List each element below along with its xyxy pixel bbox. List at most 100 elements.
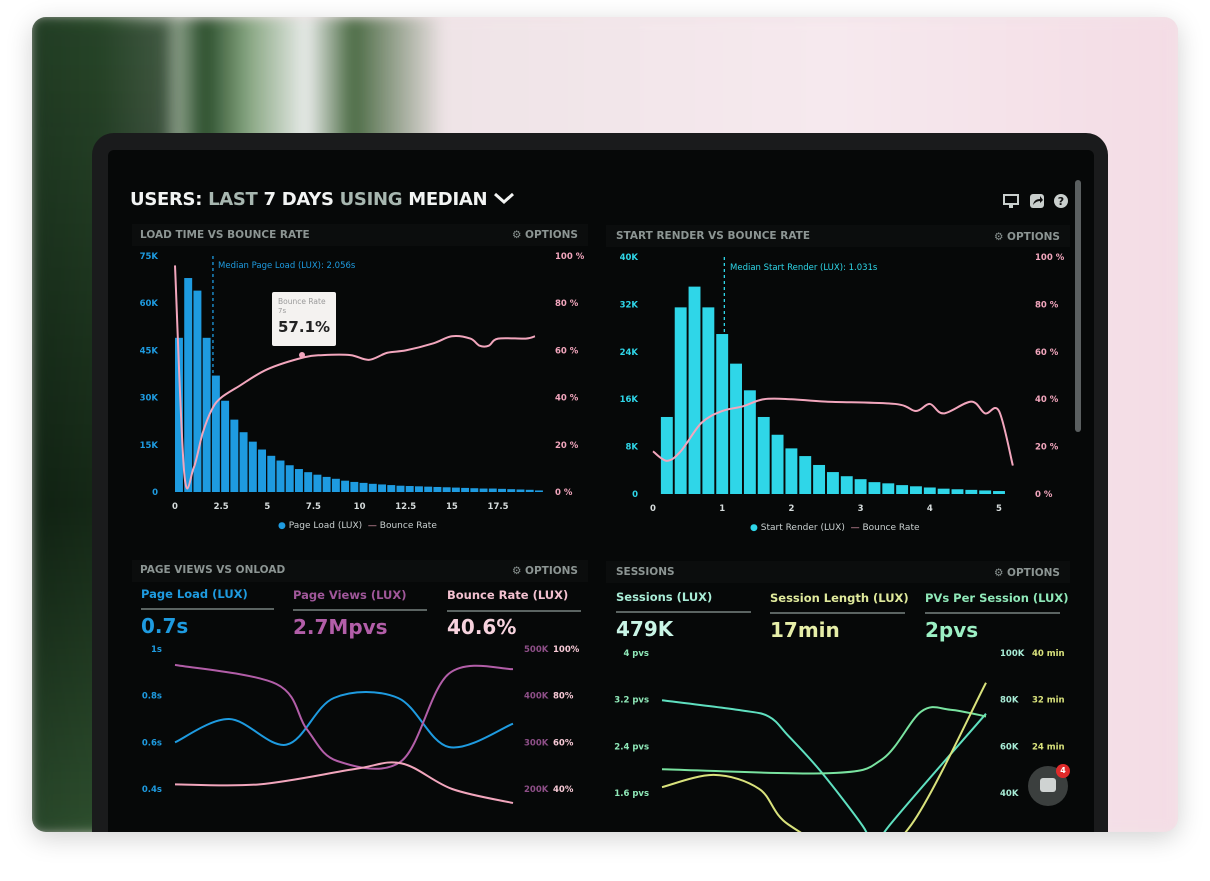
series-line <box>174 663 514 770</box>
x-tick-label: 2 <box>788 504 794 514</box>
y2-tick-label: 20 % <box>1035 443 1059 453</box>
notification-badge: 4 <box>1056 764 1070 778</box>
y-tick-label: 0.8s <box>142 692 162 702</box>
y-tick-label: 24K <box>620 348 639 358</box>
tooltip-value: 57.1% <box>278 318 331 336</box>
options-button[interactable]: ⚙ OPTIONS <box>993 567 1060 579</box>
kpi-label: Sessions (LUX) <box>616 590 713 604</box>
histogram-bar <box>331 478 340 492</box>
series-line <box>661 682 987 832</box>
options-label: OPTIONS <box>1007 567 1060 579</box>
histogram-bar <box>799 456 812 494</box>
y3-tick-label: 60% <box>553 738 574 748</box>
legend-load-time: ● Page Load (LUX) — Bounce Rate <box>278 521 437 531</box>
series-line <box>174 691 514 749</box>
options-label: OPTIONS <box>525 229 578 241</box>
kpi-value: 2pvs <box>925 618 979 642</box>
legend-item: Bounce Rate <box>862 523 920 533</box>
histogram-bar <box>937 488 950 494</box>
monitor-icon[interactable] <box>1003 193 1019 209</box>
panel-header-load-time: LOAD TIME VS BOUNCE RATE ⚙ OPTIONS <box>132 224 588 246</box>
chevron-down-icon[interactable] <box>493 191 515 205</box>
help-icon[interactable]: ? <box>1053 193 1069 209</box>
y-tick-label: 4 pvs <box>623 649 649 659</box>
histogram-bar <box>424 486 433 492</box>
options-button[interactable]: ⚙ OPTIONS <box>511 565 578 577</box>
chat-icon <box>1040 778 1056 792</box>
y-tick-label: 16K <box>620 395 639 405</box>
histogram-bar <box>313 474 322 492</box>
histogram-bar <box>451 487 460 492</box>
y2-tick-label: 200K <box>524 785 549 795</box>
histogram-bar <box>923 487 936 494</box>
histogram-bar <box>396 485 405 492</box>
share-icon[interactable] <box>1029 193 1045 209</box>
panel-header-sessions: SESSIONS ⚙ OPTIONS <box>606 561 1070 583</box>
y3-tick-label: 40 min <box>1032 649 1065 659</box>
histogram-bar <box>702 307 715 494</box>
y-tick-label: 8K <box>625 443 638 453</box>
y-tick-label: 45K <box>140 346 159 356</box>
chat-launcher-button[interactable] <box>1028 766 1068 806</box>
y-tick-label: 3.2 pvs <box>614 696 649 706</box>
y-tick-label: 32K <box>620 300 639 310</box>
legend-start-render: ● Start Render (LUX) — Bounce Rate <box>750 523 920 533</box>
kpi-label: Page Load (LUX) <box>141 587 248 601</box>
histogram-bar <box>433 486 442 492</box>
options-label: OPTIONS <box>525 565 578 577</box>
options-button[interactable]: ⚙ OPTIONS <box>993 231 1060 243</box>
options-label: OPTIONS <box>1007 231 1060 243</box>
histogram-bar <box>304 472 313 492</box>
x-tick-label: 17.5 <box>488 502 509 512</box>
title-using: USING <box>339 189 403 210</box>
histogram-bar <box>202 337 211 492</box>
title-last: LAST <box>208 189 258 210</box>
histogram-bar <box>498 488 506 492</box>
x-tick-label: 15 <box>446 502 458 512</box>
title-range: 7 DAYS <box>263 189 334 210</box>
y-tick-label: 1.6 pvs <box>614 789 649 799</box>
histogram-bar <box>359 482 368 492</box>
y2-tick-label: 100 % <box>555 252 585 262</box>
chart-tooltip: Bounce Rate 7s 57.1% <box>272 292 336 346</box>
y2-tick-label: 80 % <box>555 299 579 309</box>
legend-item: Start Render (LUX) <box>760 523 845 533</box>
histogram-bar <box>896 485 909 494</box>
median-label: Median Start Render (LUX): 1.031s <box>730 263 878 273</box>
dashboard-title[interactable]: USERS: LAST 7 DAYS USING MEDIAN <box>130 189 515 210</box>
histogram-bar <box>267 455 276 492</box>
histogram-bar <box>276 460 285 492</box>
scrollbar[interactable] <box>1075 180 1081 432</box>
y-tick-label: 60K <box>140 299 159 309</box>
y3-tick-label: 40% <box>553 785 574 795</box>
y2-tick-label: 100K <box>1000 649 1025 659</box>
y-tick-label: 75K <box>140 252 159 262</box>
histogram-bar <box>868 482 881 494</box>
histogram-bar <box>785 448 798 494</box>
histogram-bar <box>239 432 248 492</box>
photo-card: USERS: LAST 7 DAYS USING MEDIAN ? LOAD T… <box>32 17 1178 832</box>
x-tick-label: 2.5 <box>214 502 229 512</box>
kpi-label: PVs Per Session (LUX) <box>925 591 1069 605</box>
tooltip-title: Bounce Rate <box>278 297 326 306</box>
histogram-bar <box>910 486 922 494</box>
histogram-bar <box>387 485 396 492</box>
bounce-rate-line <box>174 265 536 490</box>
svg-text:?: ? <box>1058 195 1064 208</box>
divider <box>293 609 427 611</box>
histogram-bar <box>840 476 853 494</box>
histogram-bar <box>285 465 294 492</box>
y2-tick-label: 20 % <box>555 441 579 451</box>
y-tick-label: 1s <box>151 645 162 655</box>
panel-header-page-views: PAGE VIEWS VS ONLOAD ⚙ OPTIONS <box>132 560 588 582</box>
histogram-bar <box>175 337 183 492</box>
kpi-value: 0.7s <box>141 614 189 638</box>
divider <box>616 611 751 613</box>
y-tick-label: 40K <box>620 253 639 263</box>
y2-tick-label: 0 % <box>555 488 573 498</box>
options-button[interactable]: ⚙ OPTIONS <box>511 229 578 241</box>
y2-tick-label: 500K <box>524 645 549 655</box>
kpi-label: Bounce Rate (LUX) <box>447 588 569 602</box>
panel-header-start-render: START RENDER VS BOUNCE RATE ⚙ OPTIONS <box>606 225 1070 247</box>
histogram-bar <box>479 488 488 492</box>
